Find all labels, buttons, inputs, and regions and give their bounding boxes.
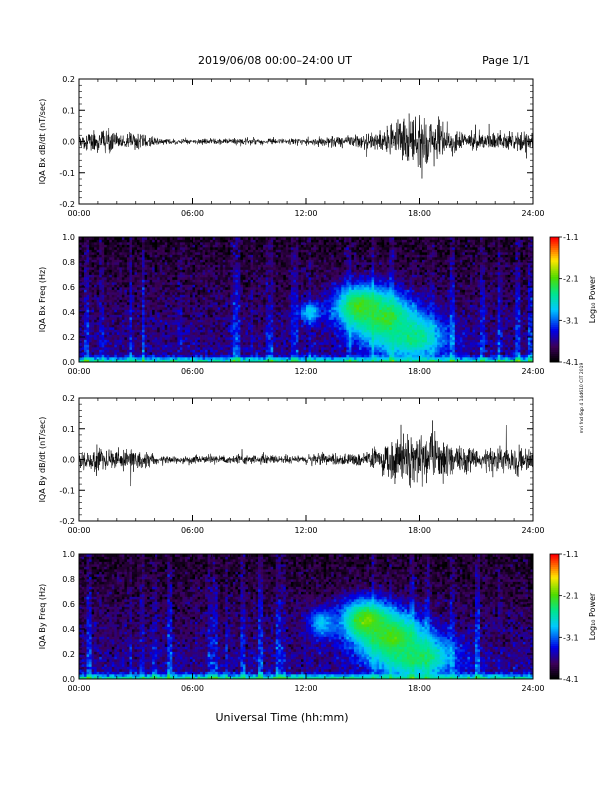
y-axis-label: IQA Bx dB/dt (nT/sec) [38,99,47,185]
y-tick-label: 0.4 [62,308,75,317]
y-tick-label: 0.2 [62,394,75,403]
y-tick-label: 0.2 [62,650,75,659]
x-tick-label: 06:00 [181,209,204,218]
y-tick-label: -0.1 [59,169,75,178]
x-tick-label: 06:00 [181,684,204,693]
series-line [79,420,533,488]
x-tick-label: 12:00 [294,209,317,218]
y-axis-label: IQA Bx Freq (Hz) [38,267,47,333]
page-title: 2019/06/08 00:00–24:00 UT [198,54,352,67]
x-tick-label: 06:00 [181,526,204,535]
colorbar: -1.1 -2.1 -3.1 -4.1 Log₁₀ Power [549,233,597,367]
x-tick-label: 24:00 [521,526,544,535]
x-tick-label: 18:00 [408,684,431,693]
colorbar-tick-label: -3.1 [563,316,579,325]
x-tick-label: 12:00 [294,367,317,376]
x-tick-label: 00:00 [67,684,90,693]
y-tick-label: 1.0 [62,233,75,242]
panel-bx-dbdt: 00:00 06:00 12:00 18:00 24:00 -0.2 -0.1 0.0 0.1 0… [38,75,545,218]
x-tick-label: 00:00 [67,367,90,376]
spectrogram-image [79,554,534,680]
x-tick-label: 18:00 [408,209,431,218]
colorbar-label: Log₁₀ Power [588,275,597,323]
series-line [79,113,533,179]
x-tick-label: 24:00 [521,367,544,376]
y-axis-label: IQA By dB/dt (nT/sec) [38,417,47,503]
y-tick-label: -0.2 [59,517,75,526]
colorbar-label: Log₁₀ Power [588,592,597,640]
colorbar-frame [549,236,560,363]
y-tick-label: 0.6 [62,283,75,292]
y-tick-label: 1.0 [62,550,75,559]
colorbar-frame [549,553,560,680]
y-tick-label: 0.2 [62,333,75,342]
y-tick-label: -0.1 [59,486,75,495]
x-axis-title: Universal Time (hh:mm) [216,711,349,724]
colorbar-tick-label: -1.1 [563,550,579,559]
y-tick-label: 0.6 [62,600,75,609]
y-axis-label: IQA By Freq (Hz) [38,584,47,650]
y-tick-label: 0.4 [62,625,75,634]
panel-by-dbdt: 00:00 06:00 12:00 18:00 24:00 -0.2 -0.1 0.0 0.1 0… [38,394,545,535]
page-number: Page 1/1 [482,54,530,67]
y-tick-label: 0.8 [62,258,75,267]
x-tick-label: 00:00 [67,526,90,535]
colorbar-tick-label: -4.1 [563,358,579,367]
side-note: mri fnd 6qp 4 14d610 CIT 2019 [579,363,585,434]
colorbar-tick-label: -1.1 [563,233,579,242]
y-tick-label: 0.8 [62,575,75,584]
x-tick-label: 06:00 [181,367,204,376]
colorbar-tick-label: -2.1 [563,275,579,284]
spectrogram-image [79,237,534,363]
x-tick-label: 12:00 [294,526,317,535]
y-tick-label: 0.1 [62,106,75,115]
y-tick-label: 0.0 [62,358,75,367]
colorbar-tick-label: -4.1 [563,675,579,684]
colorbar-tick-label: -2.1 [563,592,579,601]
panel-by-spectrogram: 00:00 06:00 12:00 18:00 24:00 0.0 0.2 0.4 0.6 0.8… [38,550,597,693]
y-tick-label: 0.0 [62,456,75,465]
panel-bx-spectrogram: 00:00 06:00 12:00 18:00 24:00 0.0 0.2 0.4 0.6 0.8… [38,233,597,376]
colorbar-tick-label: -3.1 [563,633,579,642]
x-tick-label: 18:00 [408,367,431,376]
y-tick-label: 0.0 [62,675,75,684]
x-tick-label: 24:00 [521,684,544,693]
x-tick-label: 00:00 [67,209,90,218]
y-tick-label: -0.2 [59,200,75,209]
colorbar: -1.1 -2.1 -3.1 -4.1 Log₁₀ Power [549,550,597,684]
x-tick-label: 24:00 [521,209,544,218]
x-tick-label: 12:00 [294,684,317,693]
y-tick-label: 0.2 [62,75,75,84]
x-tick-label: 18:00 [408,526,431,535]
y-tick-label: 0.1 [62,425,75,434]
y-tick-label: 0.0 [62,138,75,147]
